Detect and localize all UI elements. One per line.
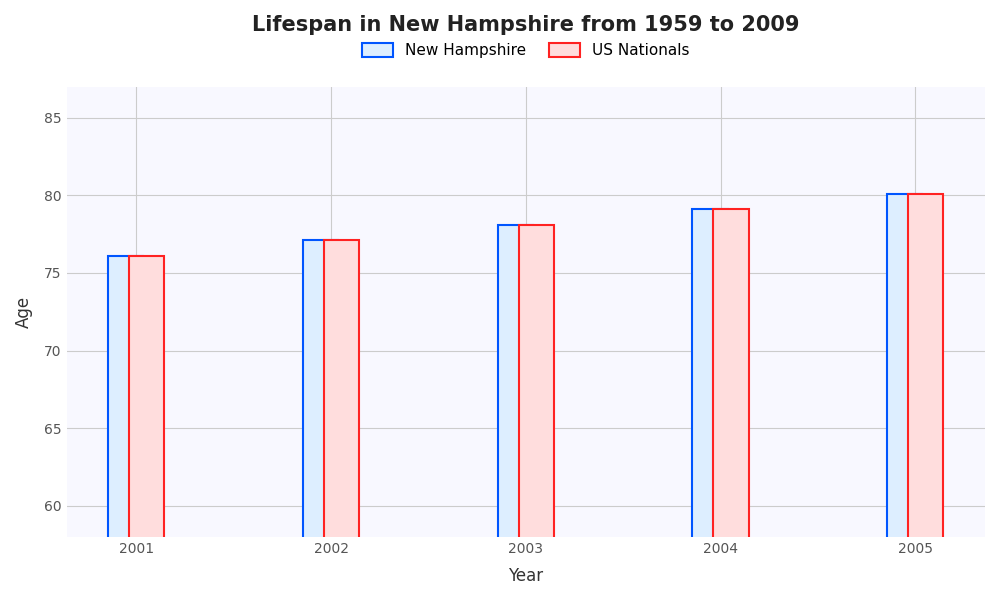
Bar xyxy=(303,241,338,600)
Bar xyxy=(908,194,943,600)
Legend: New Hampshire, US Nationals: New Hampshire, US Nationals xyxy=(355,35,697,66)
Bar xyxy=(108,256,143,600)
Bar xyxy=(498,225,533,600)
Title: Lifespan in New Hampshire from 1959 to 2009: Lifespan in New Hampshire from 1959 to 2… xyxy=(252,15,800,35)
Y-axis label: Age: Age xyxy=(15,296,33,328)
Bar xyxy=(887,194,922,600)
Bar xyxy=(519,225,554,600)
X-axis label: Year: Year xyxy=(508,567,543,585)
Bar xyxy=(324,241,359,600)
Bar xyxy=(129,256,164,600)
Bar xyxy=(692,209,728,600)
Bar xyxy=(713,209,749,600)
